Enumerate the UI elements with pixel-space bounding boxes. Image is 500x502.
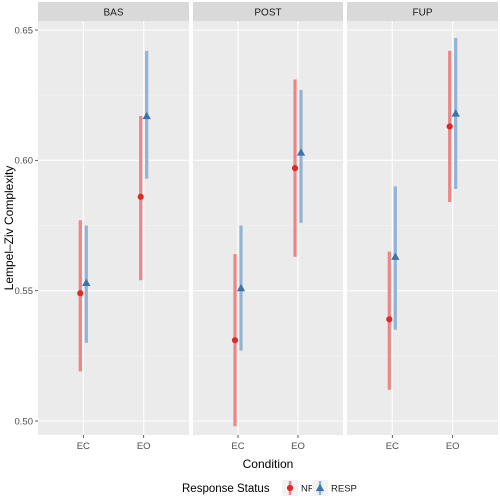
data-point-nr (386, 316, 393, 323)
y-tick-label: 0.50 (15, 416, 34, 427)
legend-marker-resp (315, 483, 325, 492)
data-point-nr (77, 290, 84, 297)
legend-marker-nr (286, 484, 294, 492)
x-tick-label: EO (137, 441, 151, 452)
data-point-nr (446, 123, 453, 130)
facet-strip (193, 2, 343, 21)
x-axis-title: Condition (243, 457, 294, 471)
data-point-nr (137, 193, 144, 200)
x-tick-label: EC (386, 441, 399, 452)
facet-label: BAS (103, 8, 123, 19)
facet-label: FUP (413, 8, 433, 19)
data-point-resp (391, 252, 400, 260)
y-axis-title: Lempel–Ziv Complexity (2, 166, 16, 291)
x-tick-label: EO (291, 441, 305, 452)
data-point-resp (451, 109, 460, 117)
data-point-nr (231, 337, 239, 344)
legend-label-resp: RESP (331, 484, 357, 495)
data-point-nr (291, 165, 299, 172)
legend-label-nr: NR (301, 484, 315, 495)
panel-background (38, 21, 189, 435)
data-point-resp (236, 283, 246, 292)
facet-label: POST (254, 8, 281, 19)
facet-strip (38, 2, 189, 21)
panel-background (347, 21, 498, 435)
y-tick-label: 0.55 (15, 286, 34, 297)
y-tick-label: 0.65 (15, 25, 34, 36)
data-point-resp (82, 278, 91, 286)
y-tick-label: 0.60 (15, 156, 34, 167)
data-point-resp (296, 148, 306, 156)
x-tick-label: EC (231, 441, 244, 452)
x-tick-label: EO (446, 441, 460, 452)
data-point-resp (142, 111, 151, 120)
panel-background (193, 21, 343, 435)
facet-strip (347, 2, 498, 21)
x-tick-label: EC (77, 441, 90, 452)
legend-title: Response Status (182, 483, 270, 495)
